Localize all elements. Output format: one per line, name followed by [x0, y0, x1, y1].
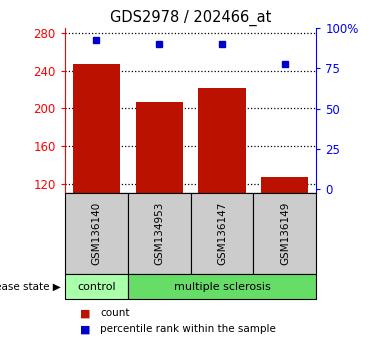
Text: ■: ■	[80, 324, 90, 334]
Text: GSM136147: GSM136147	[217, 202, 227, 266]
Text: GSM136140: GSM136140	[91, 202, 101, 265]
Bar	[65, 193, 128, 274]
Text: disease state ▶: disease state ▶	[0, 282, 61, 292]
Bar	[191, 193, 253, 274]
Text: GSM134953: GSM134953	[154, 202, 164, 266]
Text: count: count	[100, 308, 130, 318]
Bar	[65, 274, 128, 299]
Bar	[128, 193, 191, 274]
Bar	[253, 193, 316, 274]
Bar	[128, 274, 316, 299]
Bar	[135, 102, 183, 193]
Bar	[198, 87, 246, 193]
Title: GDS2978 / 202466_at: GDS2978 / 202466_at	[110, 9, 271, 25]
Text: percentile rank within the sample: percentile rank within the sample	[100, 324, 276, 334]
Text: multiple sclerosis: multiple sclerosis	[174, 282, 270, 292]
Bar	[73, 64, 120, 193]
Text: GSM136149: GSM136149	[280, 202, 290, 266]
Text: control: control	[77, 282, 115, 292]
Text: ■: ■	[80, 308, 90, 318]
Bar	[261, 177, 309, 193]
